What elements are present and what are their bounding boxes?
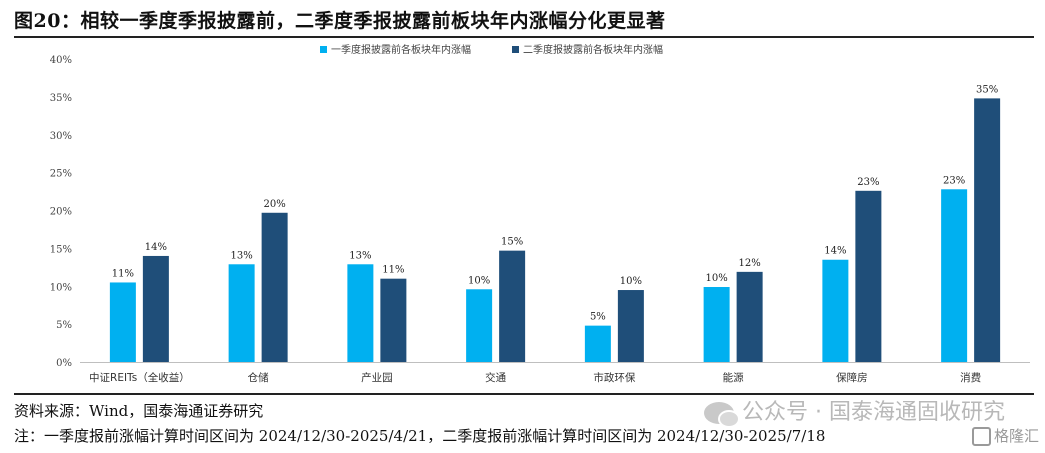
bottom-rule — [14, 393, 1034, 395]
y-tick-label: 20% — [50, 207, 72, 218]
data-label: 14% — [145, 242, 167, 253]
bar-series-1 — [228, 264, 255, 362]
figure-title: 图20：相较一季度季报披露前，二季度季报披露前板块年内涨幅分化更显著 — [14, 10, 666, 32]
x-tick-label: 交通 — [485, 371, 506, 384]
x-tick-label: 市政环保 — [593, 371, 635, 384]
x-tick-label: 保障房 — [836, 371, 868, 384]
y-tick-label: 5% — [56, 320, 72, 331]
logo-text: 格隆汇 — [993, 427, 1039, 445]
bar-series-1 — [584, 325, 611, 362]
data-label: 15% — [501, 237, 523, 248]
data-label: 20% — [264, 199, 286, 210]
x-tick-label: 能源 — [723, 371, 744, 384]
wechat-icon — [704, 402, 741, 428]
data-label: 11% — [112, 268, 134, 279]
y-tick-label: 10% — [50, 282, 72, 293]
data-label: 13% — [349, 250, 371, 261]
data-label: 23% — [857, 177, 879, 188]
y-tick-label: 15% — [50, 244, 72, 255]
watermark: 公众号 · 国泰海通固收研究 — [704, 394, 1005, 428]
bar-chart: 0% 5% 10% 15% 20% 25% 30% 35% 40% 11% 14% 中证REITs（全… — [50, 43, 1030, 384]
legend-label-2: 二季度报披露前各板块年内涨幅 — [523, 43, 663, 56]
data-label: 11% — [382, 265, 404, 276]
bar-series-1 — [822, 259, 849, 362]
data-label: 10% — [468, 275, 490, 286]
bar-series-2 — [617, 290, 644, 362]
data-label: 23% — [943, 175, 965, 186]
x-tick-label: 产业园 — [361, 371, 393, 384]
data-label: 35% — [976, 84, 998, 95]
bar-series-2 — [261, 212, 288, 362]
data-label: 14% — [824, 246, 846, 257]
top-rule-tick — [1022, 36, 1034, 38]
watermark-text: 公众号 · 国泰海通固收研究 — [742, 400, 1005, 425]
bar-series-2 — [736, 271, 763, 362]
bar-series-2 — [855, 190, 882, 362]
logo: 格隆汇 — [971, 425, 1039, 446]
bar-series-1 — [347, 264, 374, 362]
y-tick-label: 35% — [50, 93, 72, 104]
bar-series-2 — [974, 98, 1001, 362]
bar-series-1 — [109, 282, 136, 362]
bar-series-2 — [142, 255, 169, 362]
legend-label-1: 一季度报披露前各板块年内涨幅 — [331, 43, 471, 56]
y-tick-label: 40% — [50, 55, 72, 66]
bar-series-1 — [703, 287, 730, 362]
data-label: 10% — [706, 273, 728, 284]
bar-series-1 — [466, 289, 493, 362]
bar-series-1 — [941, 189, 968, 362]
x-tick-label: 仓储 — [248, 371, 269, 384]
legend-swatch-1 — [320, 46, 327, 53]
y-tick-label: 0% — [56, 358, 72, 369]
y-tick-label: 25% — [50, 169, 72, 180]
data-label: 12% — [739, 258, 761, 269]
x-tick-label: 消费 — [960, 371, 981, 384]
data-label: 13% — [231, 250, 253, 261]
data-label: 10% — [620, 276, 642, 287]
legend-swatch-2 — [512, 46, 519, 53]
x-tick-label: 中证REITs（全收益） — [89, 371, 190, 384]
y-tick-label: 30% — [50, 131, 72, 142]
bar-series-2 — [499, 250, 526, 362]
source-note: 资料来源：Wind，国泰海通证券研究 — [14, 402, 264, 420]
top-rule — [14, 36, 1034, 38]
logo-icon — [971, 427, 991, 446]
footnote: 注：一季度报前涨幅计算时间区间为 2024/12/30-2025/4/21，二季… — [14, 427, 826, 445]
bar-series-2 — [380, 278, 407, 362]
data-label: 5% — [590, 312, 606, 323]
